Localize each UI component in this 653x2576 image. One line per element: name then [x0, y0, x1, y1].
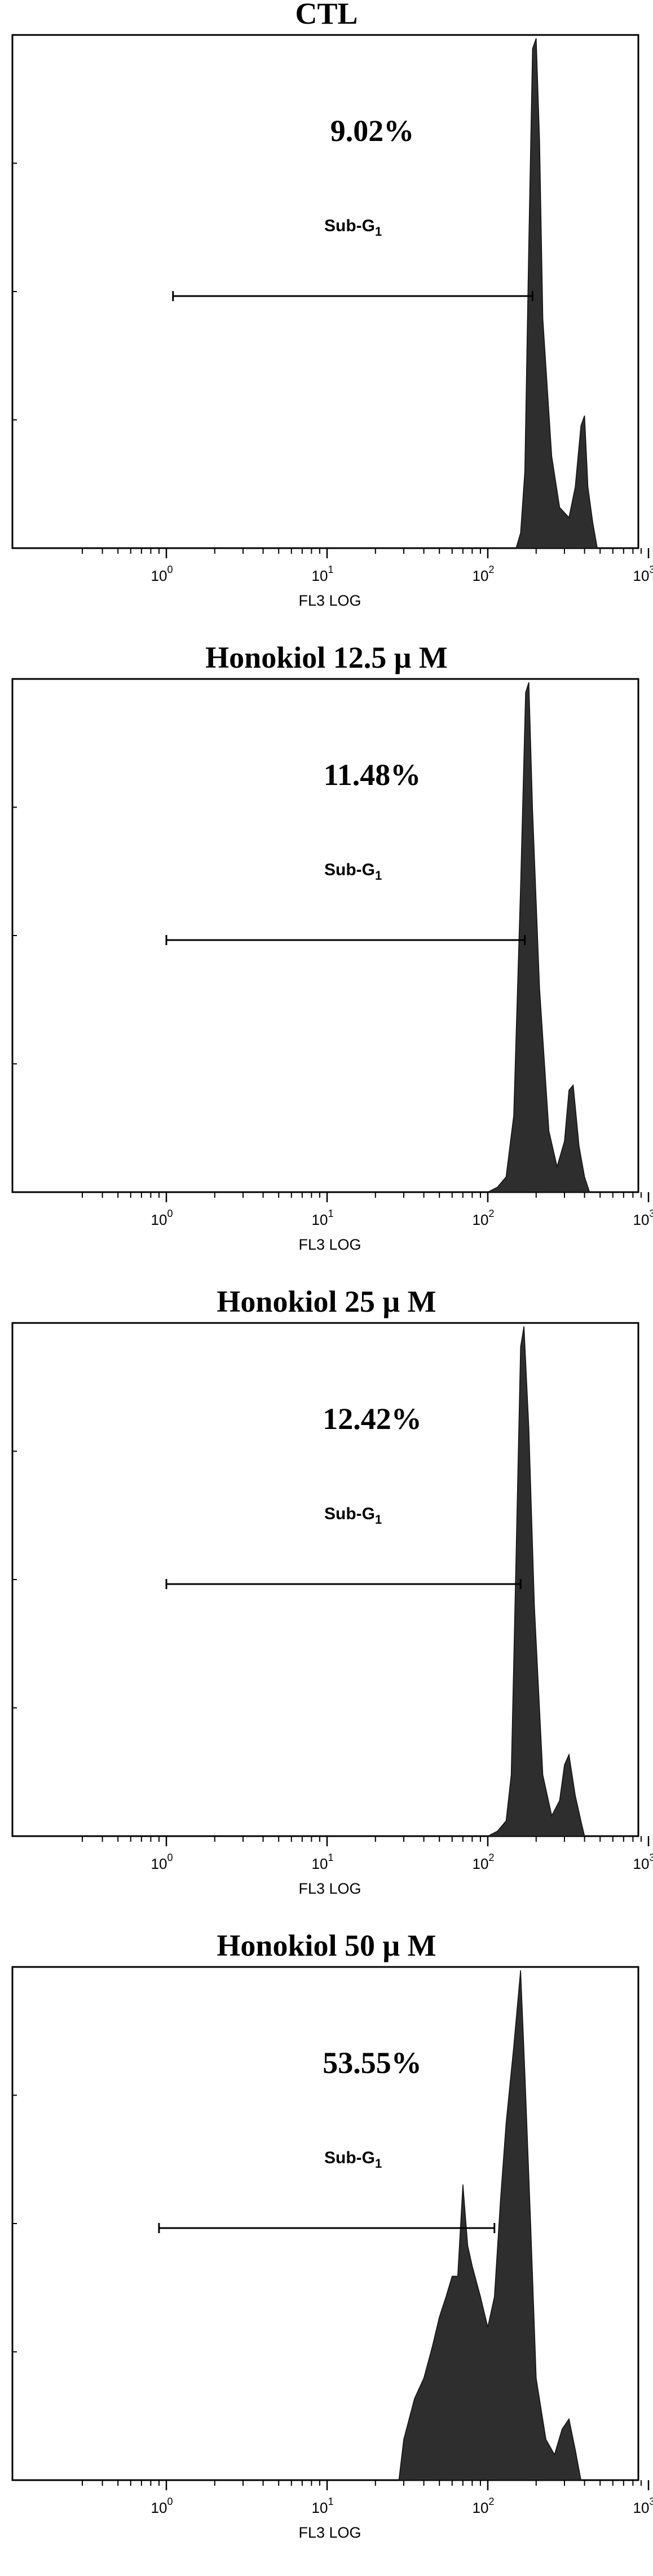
gate-label-subscript: 1	[375, 868, 382, 883]
gate-label-subscript: 1	[375, 1512, 382, 1527]
gate-label-main: Sub-G	[324, 217, 375, 235]
panel-title: Honokiol 50 μ M	[217, 1929, 436, 1962]
x-tick-label: 103	[633, 564, 653, 584]
plot-frame	[11, 1322, 639, 1837]
gate-label: Sub-G1	[324, 1505, 382, 1527]
x-tick-label: 102	[473, 1208, 495, 1228]
x-tick-label: 100	[151, 1852, 173, 1872]
x-tick-label: 101	[312, 1208, 334, 1228]
x-tick-label: 101	[312, 2496, 334, 2516]
gate-label: Sub-G1	[324, 861, 382, 883]
gate-label: Sub-G1	[324, 2149, 382, 2171]
x-tick-label: 100	[151, 2496, 173, 2516]
x-tick-label: 100	[151, 1208, 173, 1228]
x-axis: 100 101 102 103 FL3 LOG	[81, 2480, 653, 2541]
gate-label: Sub-G1	[324, 217, 382, 239]
x-tick-label: 102	[473, 2496, 495, 2516]
x-tick-label: 102	[473, 1852, 495, 1872]
x-axis: 100 101 102 103 FL3 LOG	[81, 548, 653, 609]
x-axis-label: FL3 LOG	[298, 2524, 361, 2541]
gate-label-main: Sub-G	[324, 2149, 375, 2167]
gate-label-subscript: 1	[375, 224, 382, 239]
x-axis-label: FL3 LOG	[298, 592, 361, 609]
histogram-area	[487, 1326, 585, 1837]
x-axis: 100 101 102 103 FL3 LOG	[81, 1192, 653, 1253]
histogram-panel-4: Honokiol 50 μ M 53.55% Sub-G1 100 101 102 103 F…	[11, 1929, 653, 2541]
histogram-panel-3: Honokiol 25 μ M 12.42% Sub-G1 100 101 102 103 F…	[11, 1285, 653, 1897]
percent-annotation: 11.48%	[324, 758, 421, 792]
x-tick-label: 103	[633, 1208, 653, 1228]
x-tick-label: 103	[633, 1852, 653, 1872]
percent-annotation: 53.55%	[323, 2046, 422, 2080]
x-axis: 100 101 102 103 FL3 LOG	[81, 1836, 653, 1897]
x-tick-label: 101	[312, 1852, 334, 1872]
x-axis-label: FL3 LOG	[298, 1236, 361, 1253]
histogram-area	[487, 682, 590, 1193]
x-tick-label: 101	[312, 564, 334, 584]
percent-annotation: 12.42%	[323, 1402, 422, 1436]
panel-title: Honokiol 12.5 μ M	[205, 641, 448, 674]
gate-label-main: Sub-G	[324, 861, 375, 879]
panel-title: CTL	[295, 0, 358, 30]
gate-label-subscript: 1	[375, 2156, 382, 2171]
x-tick-label: 100	[151, 564, 173, 584]
plot-frame	[11, 1966, 639, 2481]
x-tick-label: 102	[473, 564, 495, 584]
histogram-area	[515, 38, 598, 549]
gate-label-main: Sub-G	[324, 1505, 375, 1523]
x-axis-label: FL3 LOG	[298, 1880, 361, 1897]
histogram-area	[398, 1970, 582, 2481]
percent-annotation: 9.02%	[330, 114, 414, 148]
panel-title: Honokiol 25 μ M	[217, 1285, 436, 1318]
x-tick-label: 103	[633, 2496, 653, 2516]
histogram-panel-1: CTL 9.02% Sub-G1 100 101 102 103 FL3 LOG	[11, 0, 653, 609]
